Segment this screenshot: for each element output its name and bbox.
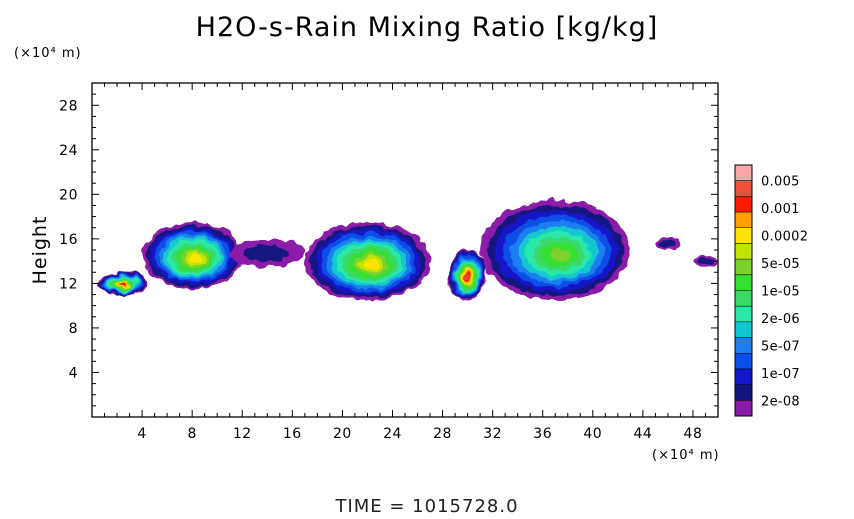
colorbar-label: 2e-06 xyxy=(761,312,800,327)
x-tick-label: 12 xyxy=(233,426,252,442)
x-tick-label: 40 xyxy=(583,426,602,442)
colorbar-swatch xyxy=(735,400,752,417)
x-tick-label: 28 xyxy=(433,426,452,442)
colorbar-swatch xyxy=(735,274,752,291)
colorbar-label: 1e-05 xyxy=(761,285,800,300)
colorbar-swatch xyxy=(735,306,752,323)
colorbar: 0.005 0.001 0.0002 5e-05 1e-05 2e-06 5e-07 1e-0… xyxy=(734,164,808,417)
x-tick-label: 32 xyxy=(483,426,502,442)
y-tick-label: 24 xyxy=(59,143,78,159)
colorbar-swatch xyxy=(735,212,752,229)
colorbar-swatch xyxy=(735,368,752,386)
x-tick-label: 16 xyxy=(283,426,302,442)
x-tick-label: 4 xyxy=(137,426,146,442)
colorbar-label: 1e-07 xyxy=(761,367,800,382)
y-tick-label: 4 xyxy=(69,365,78,381)
x-tick-label: 20 xyxy=(333,426,352,442)
x-tick-label: 36 xyxy=(533,426,552,442)
colorbar-label: 5e-07 xyxy=(761,339,800,354)
colorbar-swatch xyxy=(735,227,752,244)
colorbar-swatch xyxy=(735,243,752,260)
y-tick-label: 28 xyxy=(59,98,78,114)
x-axis: 4 8 12 16 20 24 28 32 36 40 44 48 xyxy=(104,83,706,442)
y-axis-unit: (×10⁴ m) xyxy=(14,46,82,61)
colorbar-label: 0.001 xyxy=(761,202,800,217)
colorbar-label: 0.0002 xyxy=(761,230,808,245)
colorbar-swatch xyxy=(735,353,752,370)
y-tick-label: 16 xyxy=(59,232,78,248)
colorbar-swatch xyxy=(735,180,752,197)
contour-band xyxy=(659,241,676,249)
x-tick-label: 8 xyxy=(187,426,196,442)
contour-band xyxy=(464,275,469,281)
colorbar-swatch xyxy=(735,259,752,276)
y-tick-label: 8 xyxy=(69,321,78,337)
colorbar-swatch xyxy=(735,165,752,182)
contour-band xyxy=(119,283,125,287)
colorbar-label: 5e-05 xyxy=(761,257,800,272)
colorbar-swatch xyxy=(735,321,752,338)
colorbar-swatch xyxy=(735,196,752,213)
colorbar-swatch xyxy=(735,337,752,354)
contour-band xyxy=(363,260,380,270)
time-footer: TIME = 1015728.0 xyxy=(335,496,519,517)
y-axis: 4 8 12 16 20 24 28 xyxy=(59,93,718,407)
colorbar-label: 2e-08 xyxy=(761,394,800,409)
y-tick-label: 12 xyxy=(59,276,78,292)
x-axis-unit: (×10⁴ m) xyxy=(652,448,720,463)
contour-band xyxy=(698,258,714,265)
x-tick-label: 24 xyxy=(383,426,402,442)
x-tick-label: 48 xyxy=(684,426,703,442)
contour-field xyxy=(98,199,718,301)
colorbar-swatch xyxy=(735,384,752,401)
x-tick-label: 44 xyxy=(633,426,652,442)
colorbar-swatch xyxy=(735,290,752,307)
chart-title: H2O-s-Rain Mixing Ratio [kg/kg] xyxy=(195,12,659,43)
contour-band xyxy=(243,244,290,263)
y-tick-label: 20 xyxy=(59,187,78,203)
colorbar-label: 0.005 xyxy=(761,175,800,190)
contour-band xyxy=(548,247,572,263)
contour-band xyxy=(189,254,202,264)
